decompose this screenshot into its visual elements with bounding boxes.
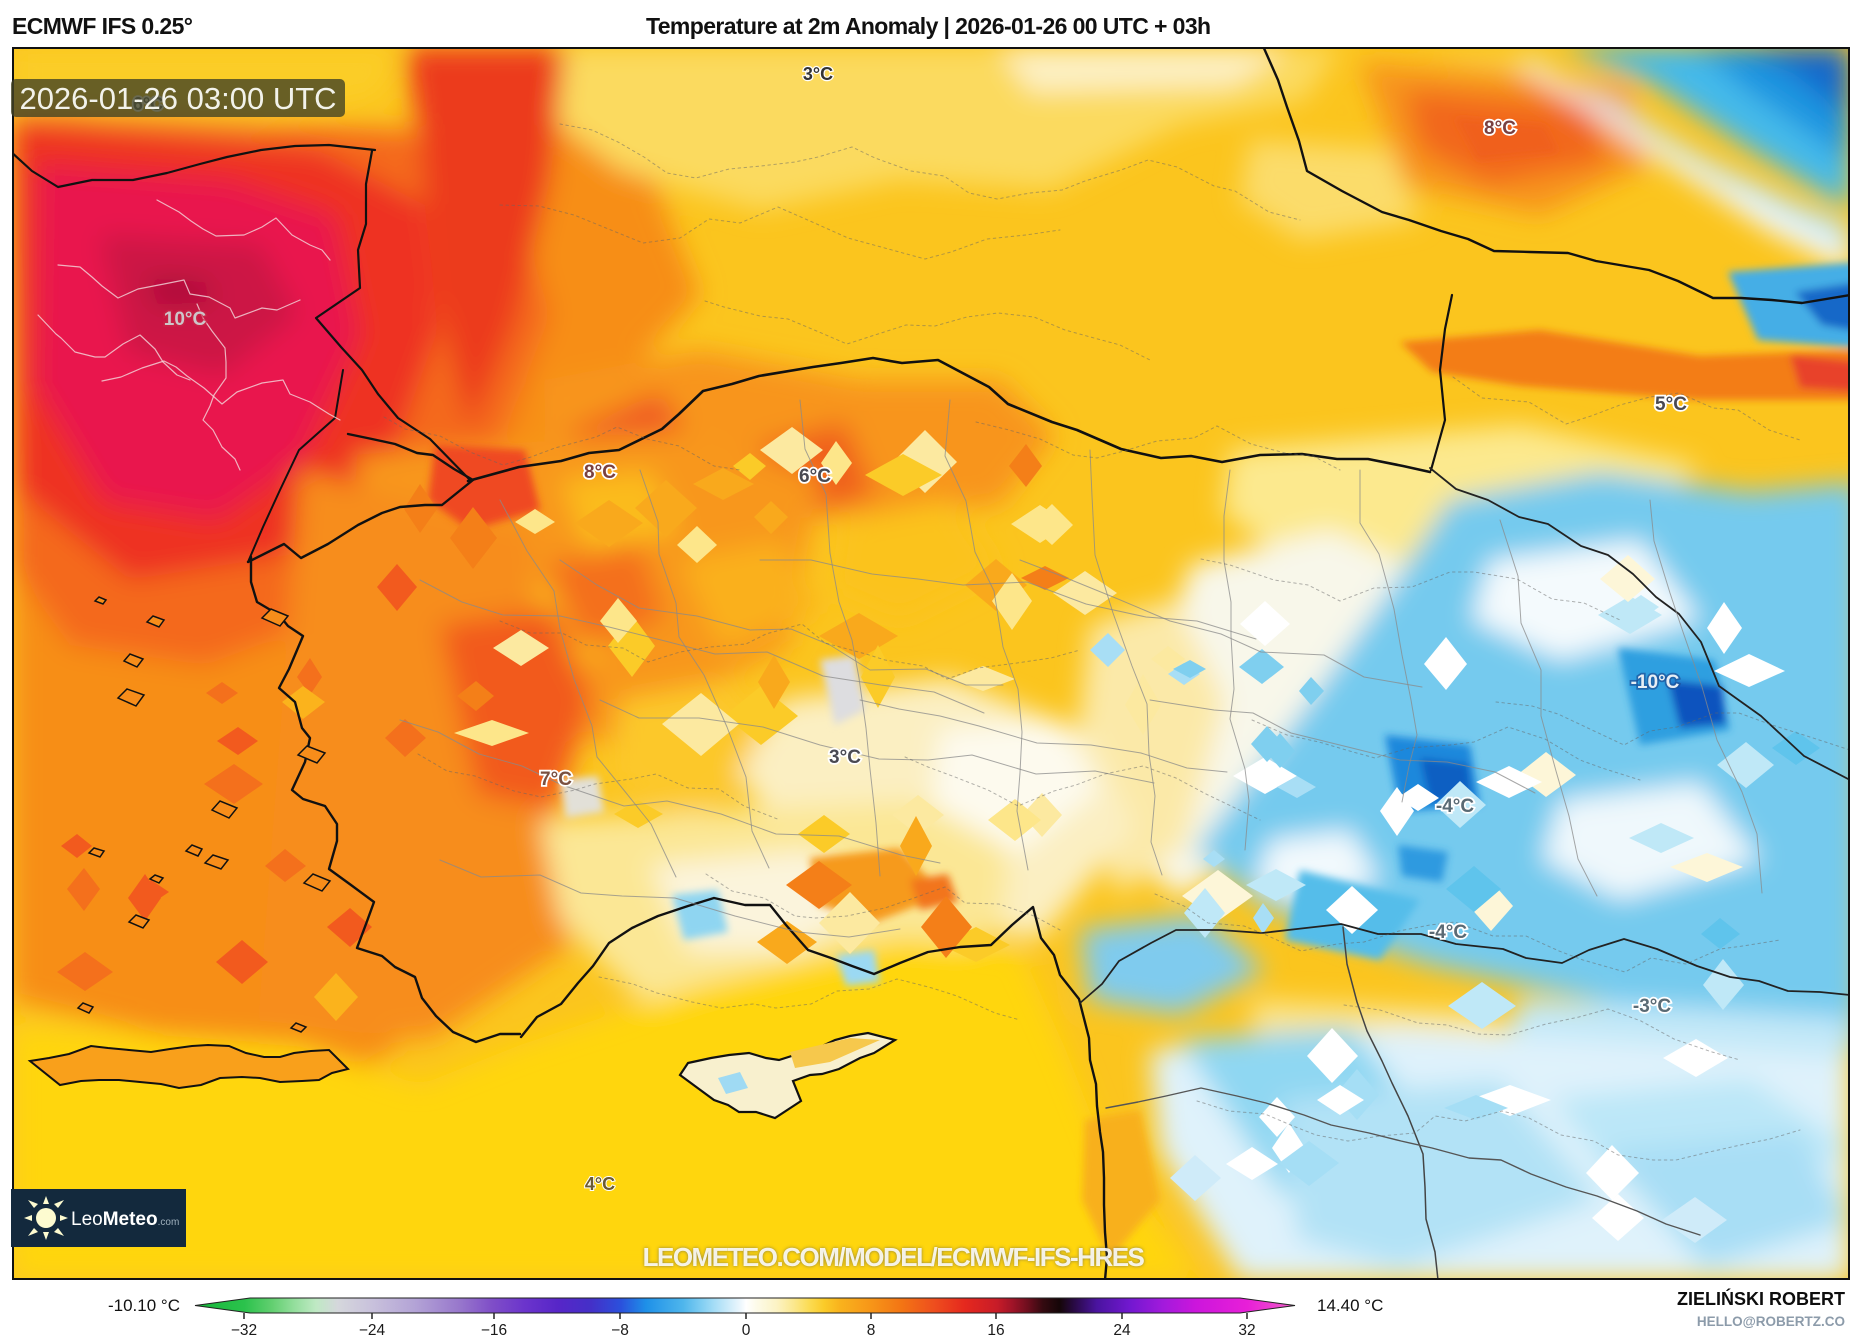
svg-text:−8: −8	[611, 1322, 629, 1338]
svg-text:8°C: 8°C	[1484, 118, 1516, 139]
svg-text:3°C: 3°C	[803, 64, 833, 84]
svg-text:−32: −32	[231, 1322, 257, 1338]
svg-text:14.40 °C: 14.40 °C	[1317, 1296, 1383, 1315]
svg-text:24: 24	[1113, 1322, 1131, 1338]
svg-text:0: 0	[742, 1322, 751, 1338]
svg-text:-4°C: -4°C	[1429, 922, 1467, 943]
svg-text:16: 16	[987, 1322, 1004, 1338]
svg-text:5°C: 5°C	[1655, 394, 1687, 415]
svg-text:3°C: 3°C	[829, 747, 861, 768]
svg-text:8°C: 8°C	[584, 462, 616, 483]
svg-text:LeoMeteo.com: LeoMeteo.com	[71, 1209, 179, 1230]
svg-text:−16: −16	[481, 1322, 507, 1338]
svg-text:6°C: 6°C	[799, 466, 831, 487]
svg-text:8: 8	[867, 1322, 876, 1338]
svg-text:-10°C: -10°C	[1631, 672, 1680, 693]
svg-text:4°C: 4°C	[585, 1174, 615, 1194]
svg-text:7°C: 7°C	[540, 769, 572, 790]
svg-text:32: 32	[1238, 1322, 1255, 1338]
svg-text:-10.10 °C: -10.10 °C	[108, 1296, 180, 1315]
svg-text:−24: −24	[359, 1322, 386, 1338]
svg-text:-4°C: -4°C	[1436, 796, 1474, 817]
svg-text:10°C: 10°C	[164, 309, 207, 330]
svg-text:-3°C: -3°C	[1633, 996, 1671, 1017]
